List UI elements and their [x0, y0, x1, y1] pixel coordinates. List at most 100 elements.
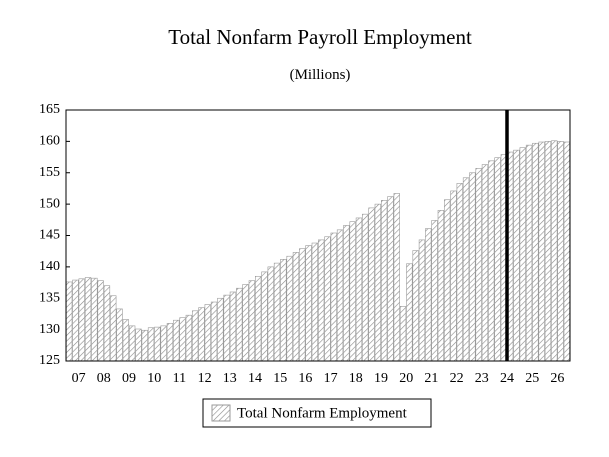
bar — [525, 144, 533, 362]
bar — [557, 141, 564, 362]
bar — [362, 213, 369, 362]
bar — [563, 141, 570, 362]
bar — [173, 319, 180, 362]
bar — [273, 262, 281, 362]
bar — [66, 281, 73, 362]
x-tick-label: 19 — [374, 371, 388, 386]
bar — [538, 141, 545, 362]
bar — [198, 307, 205, 362]
x-tick-label: 17 — [324, 371, 338, 386]
bar — [299, 248, 306, 362]
x-tick-label: 15 — [273, 371, 287, 386]
y-tick-label: 130 — [39, 322, 60, 337]
bar — [343, 225, 350, 362]
legend-swatch — [211, 404, 231, 422]
bar — [129, 325, 136, 362]
x-tick-label: 22 — [450, 371, 464, 386]
x-tick-label: 16 — [298, 371, 312, 386]
chart-title: Total Nonfarm Payroll Employment — [168, 25, 472, 49]
bar — [469, 172, 476, 362]
bar — [387, 196, 394, 362]
bar — [204, 304, 211, 362]
bar — [481, 164, 489, 362]
bar — [210, 301, 218, 362]
bar — [349, 221, 356, 362]
bar — [355, 217, 363, 362]
bar — [437, 210, 444, 362]
bar — [78, 278, 85, 362]
x-tick-label: 11 — [173, 371, 186, 386]
y-tick-label: 150 — [39, 196, 60, 211]
y-tick-label: 160 — [39, 134, 60, 149]
bar — [336, 229, 344, 362]
bar — [494, 157, 501, 362]
bar — [418, 239, 426, 362]
bar — [185, 314, 192, 362]
bar — [97, 280, 104, 362]
bar — [103, 285, 111, 362]
bar — [368, 207, 375, 362]
bar — [280, 259, 287, 362]
bar — [217, 297, 224, 362]
y-tick-label: 140 — [39, 259, 60, 274]
bar — [248, 280, 255, 362]
bar — [236, 287, 243, 362]
x-tick-label: 23 — [475, 371, 489, 386]
bar — [412, 250, 419, 362]
bar — [122, 319, 129, 362]
bar — [255, 275, 262, 362]
bar — [286, 255, 293, 362]
bar — [267, 266, 274, 362]
bar — [450, 190, 457, 362]
bar — [311, 242, 318, 362]
bar — [544, 141, 552, 362]
x-tick-label: 26 — [550, 371, 564, 386]
bar — [399, 306, 407, 362]
y-tick-label: 145 — [39, 228, 60, 243]
bar — [84, 277, 92, 362]
bar — [292, 252, 300, 362]
bar — [223, 294, 230, 362]
legend-label: Total Nonfarm Employment — [237, 405, 408, 421]
y-tick-label: 135 — [39, 290, 60, 305]
bar — [488, 160, 495, 362]
bar — [72, 279, 79, 362]
x-tick-label: 08 — [97, 371, 111, 386]
bar — [513, 149, 520, 362]
bar — [179, 317, 186, 362]
bar — [160, 325, 167, 362]
bar — [431, 220, 438, 362]
bar — [330, 232, 337, 362]
bar — [462, 177, 470, 362]
bar — [242, 284, 249, 362]
x-tick-label: 24 — [500, 371, 514, 386]
bar — [380, 200, 388, 362]
bar — [154, 326, 161, 362]
bar — [551, 140, 558, 362]
bar — [141, 329, 148, 362]
bar — [406, 263, 413, 362]
x-tick-label: 10 — [147, 371, 161, 386]
y-tick-label: 125 — [39, 353, 60, 368]
bar — [519, 147, 526, 362]
chart-subtitle: (Millions) — [290, 67, 351, 83]
plot-frame — [65, 109, 571, 362]
bar — [317, 239, 325, 362]
bar — [475, 168, 482, 362]
y-tick-label: 165 — [39, 102, 60, 117]
bar — [135, 328, 142, 362]
legend: Total Nonfarm Employment — [202, 398, 432, 428]
x-tick-label: 13 — [223, 371, 237, 386]
bar — [374, 203, 381, 362]
x-tick-label: 09 — [122, 371, 136, 386]
bar — [116, 308, 123, 362]
x-tick-label: 14 — [248, 371, 262, 386]
x-tick-label: 18 — [349, 371, 363, 386]
bar — [425, 228, 432, 362]
bar — [305, 245, 312, 362]
bar — [192, 310, 199, 362]
bar — [229, 291, 237, 362]
bar — [261, 271, 268, 362]
bar — [532, 142, 539, 362]
